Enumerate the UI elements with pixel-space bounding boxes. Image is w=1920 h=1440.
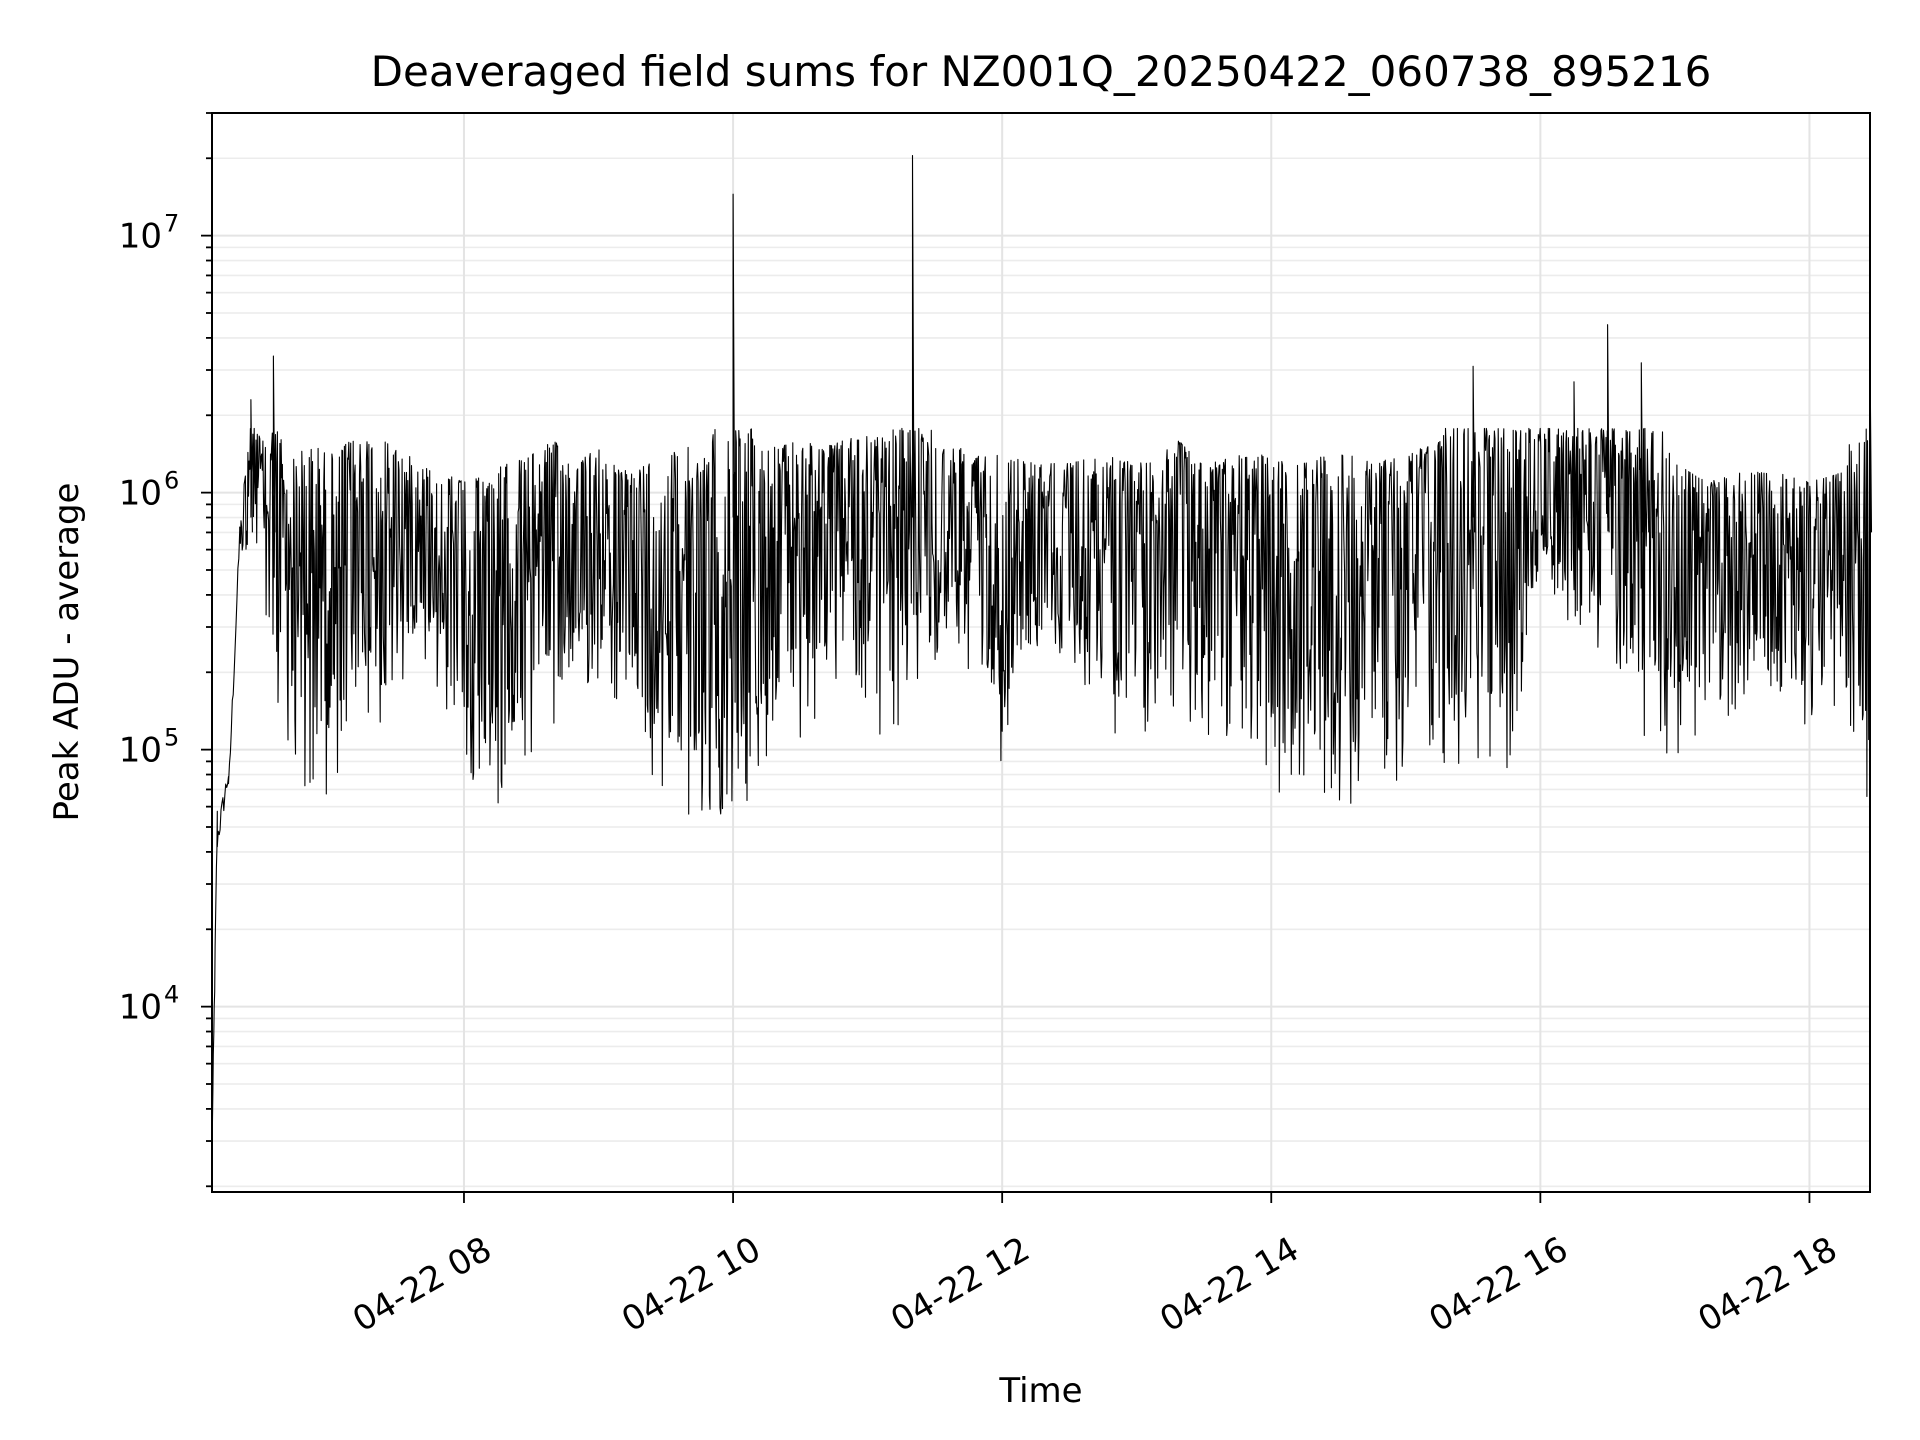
x-axis-label: Time [998, 1371, 1082, 1411]
y-tick-label: 10 [119, 217, 162, 257]
x-tick-label: 04-22 18 [1692, 1229, 1844, 1340]
grid [212, 112, 1870, 1192]
y-tick-exponent: 5 [164, 724, 179, 752]
y-tick-exponent: 6 [164, 467, 179, 495]
x-tick-label: 04-22 12 [884, 1229, 1036, 1340]
plot-frame [211, 112, 1871, 1193]
y-axis-label: Peak ADU - average [47, 483, 87, 822]
y-tick-label: 10 [119, 731, 162, 771]
y-tick-label: 10 [119, 474, 162, 514]
x-tick-label: 04-22 14 [1153, 1229, 1305, 1340]
series-line [211, 154, 1873, 1145]
chart-title: Deaveraged field sums for NZ001Q_2025042… [371, 47, 1712, 96]
y-tick-label: 10 [119, 988, 162, 1028]
y-tick-exponent: 7 [164, 210, 179, 238]
y-tick-exponent: 4 [164, 981, 179, 1009]
x-tick-label: 04-22 16 [1422, 1229, 1574, 1340]
x-tick-label: 04-22 08 [346, 1229, 498, 1340]
x-tick-label: 04-22 10 [615, 1229, 767, 1340]
